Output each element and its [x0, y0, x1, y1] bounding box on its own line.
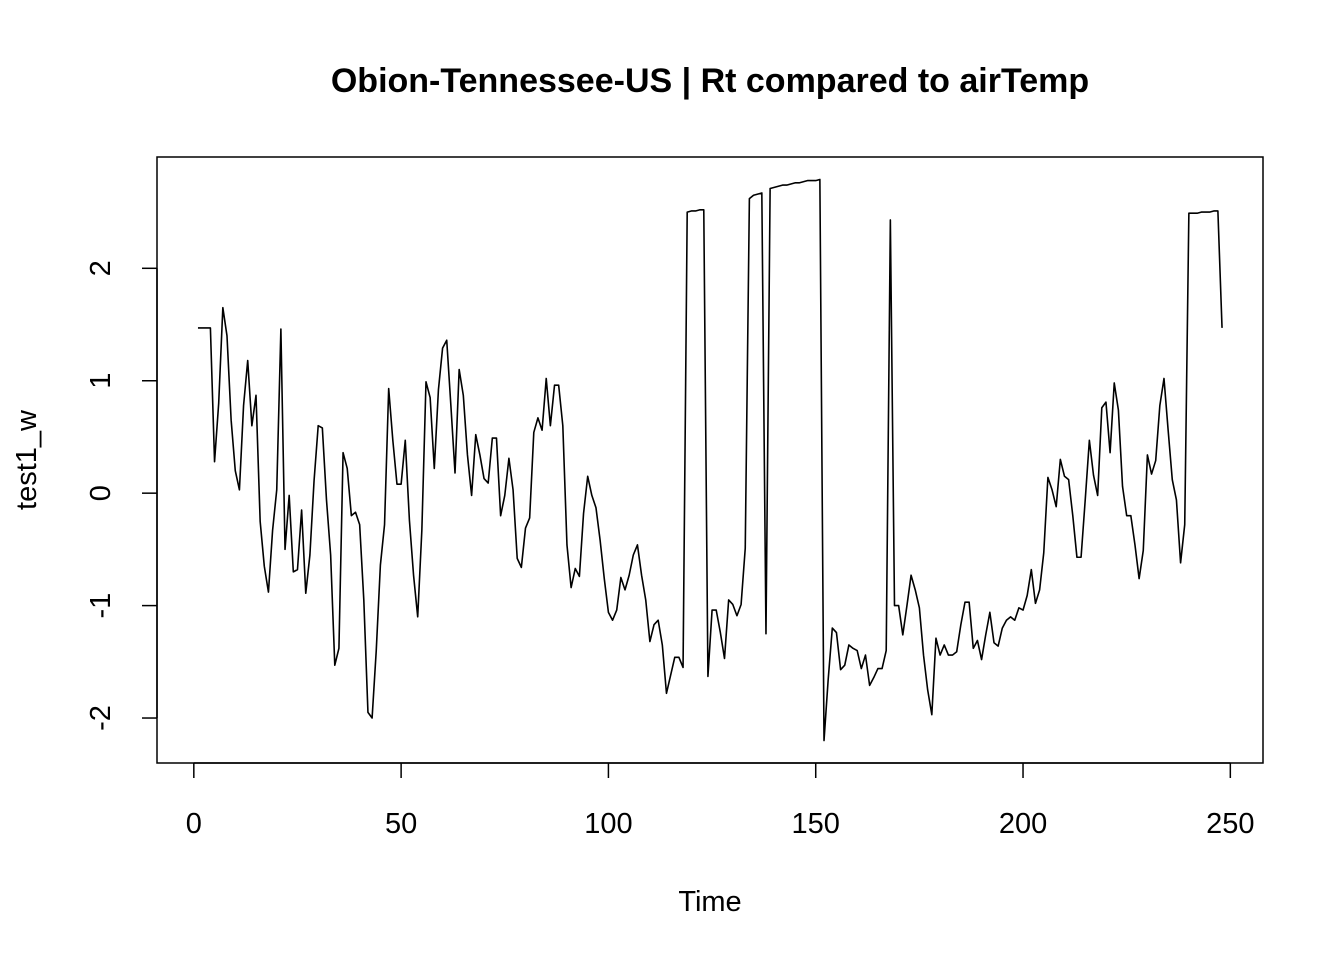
y-tick-label: 1	[85, 373, 117, 389]
chart-title: Obion-Tennessee-US | Rt compared to airT…	[331, 62, 1089, 100]
data-line	[197, 178, 1223, 742]
y-axis-label: test1_w	[11, 409, 43, 510]
x-axis-label: Time	[678, 886, 741, 918]
y-tick-label: -2	[85, 705, 117, 731]
x-tick-label: 50	[385, 808, 417, 840]
x-tick-label: 250	[1206, 808, 1254, 840]
y-tick-label: 0	[85, 485, 117, 501]
x-tick-label: 0	[186, 808, 202, 840]
x-tick-label: 150	[792, 808, 840, 840]
y-tick-label: 2	[85, 260, 117, 276]
x-tick-label: 100	[584, 808, 632, 840]
y-tick-label: -1	[85, 593, 117, 619]
x-tick-label: 200	[999, 808, 1047, 840]
plot-box	[156, 156, 1264, 764]
